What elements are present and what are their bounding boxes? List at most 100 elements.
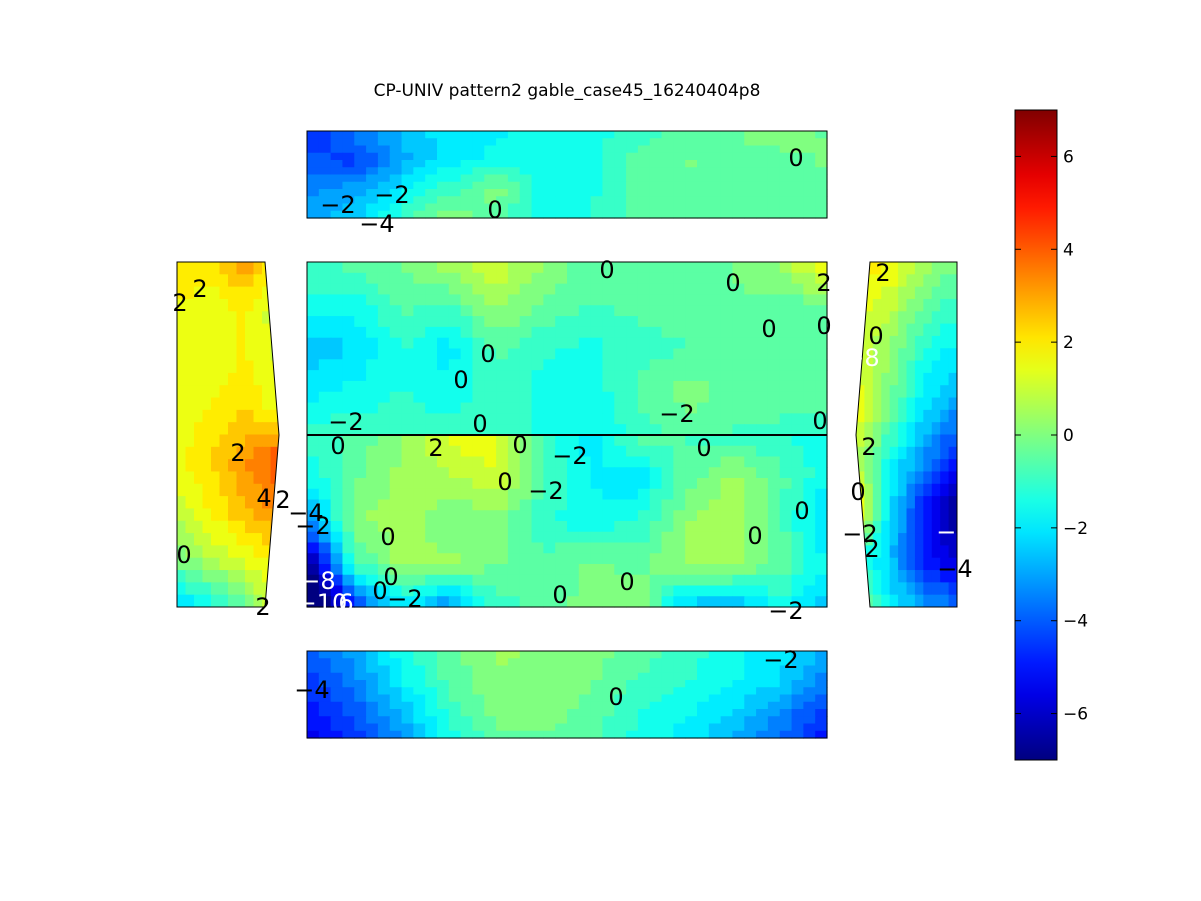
contour-cell [401,531,414,544]
contour-cell [898,348,908,362]
contour-cell [318,196,332,205]
contour-cell [389,262,403,274]
contour-cell [330,348,344,360]
contour-cell [185,262,195,275]
contour-cell [496,359,509,371]
contour-cell [590,272,604,285]
contour-cell [661,553,674,565]
contour-cell [413,181,426,190]
contour-cell [720,445,734,458]
contour-cell [720,359,734,371]
contour-cell [767,337,781,350]
contour-cell [519,167,533,176]
contour-cell [401,445,414,458]
contour-cell [307,348,320,360]
contour-cell [767,456,781,468]
contour-cell [460,435,474,447]
contour-cell [756,585,769,597]
contour-cell [697,262,710,274]
contour-label: 0 [472,410,487,438]
contour-cell [354,196,367,205]
contour-cell [413,488,426,501]
contour-cell [555,658,568,667]
contour-cell [496,131,509,139]
contour-cell [472,294,485,306]
contour-cell [555,672,568,681]
contour-cell [389,596,403,608]
contour-cell [377,294,391,306]
contour-cell [253,446,263,460]
contour-cell [307,564,320,576]
contour-cell [202,508,212,522]
contour-cell [425,305,438,317]
contour-cell [253,409,263,423]
contour-cell [270,323,279,337]
contour-cell [649,359,663,371]
contour-cell [685,181,698,190]
contour-cell [413,585,426,597]
contour-cell [307,167,320,176]
contour-cell [401,651,414,659]
contour-cell [614,521,627,533]
contour-cell [496,174,509,183]
contour-cell [590,488,604,501]
contour-cell [555,435,568,447]
contour-cell [507,665,521,674]
contour-cell [519,521,533,533]
contour-cell [543,203,556,212]
contour-cell [661,521,674,533]
contour-cell [377,687,391,696]
contour-cell [864,557,874,571]
contour-cell [791,145,804,154]
contour-cell [881,335,891,349]
contour-cell [448,424,462,436]
contour-cell [732,359,745,371]
contour-cell [496,665,509,674]
contour-cell [389,380,403,393]
contour-cell [211,409,221,423]
contour-cell [744,348,757,360]
contour-cell [744,680,757,688]
contour-cell [354,294,367,306]
contour-cell [366,651,379,659]
contour-cell [803,585,816,597]
contour-cell [948,471,957,485]
contour-cell [366,294,379,306]
contour-cell [496,370,509,382]
contour-cell [673,672,686,681]
contour-cell [245,385,255,399]
contour-cell [507,701,521,710]
contour-cell [673,203,686,212]
contour-cell [567,596,580,608]
contour-cell [708,424,722,436]
contour-cell [543,413,556,425]
contour-cell [872,422,882,436]
contour-cell [756,402,769,414]
contour-cell [555,305,568,317]
contour-cell [791,283,804,296]
contour-cell [366,359,379,371]
contour-cell [864,335,874,349]
contour-cell [185,286,195,300]
contour-cell [342,326,355,339]
contour-cell [590,687,604,696]
contour-cell [377,272,391,285]
contour-cell [815,391,828,404]
contour-cell [307,316,320,328]
contour-cell [590,694,604,703]
contour-cell [228,483,238,497]
contour-cell [460,413,474,425]
contour-cell [219,385,229,399]
contour-cell [872,533,882,546]
contour-label: 0 [176,541,191,569]
contour-cell [779,272,793,285]
contour-cell [590,283,604,296]
contour-cell [401,326,414,339]
contour-cell [914,298,924,312]
contour-cell [437,531,450,544]
contour-cell [519,391,533,404]
contour-cell [889,262,899,275]
contour-cell [211,570,221,583]
contour-cell [262,298,272,312]
contour-cell [307,262,320,274]
